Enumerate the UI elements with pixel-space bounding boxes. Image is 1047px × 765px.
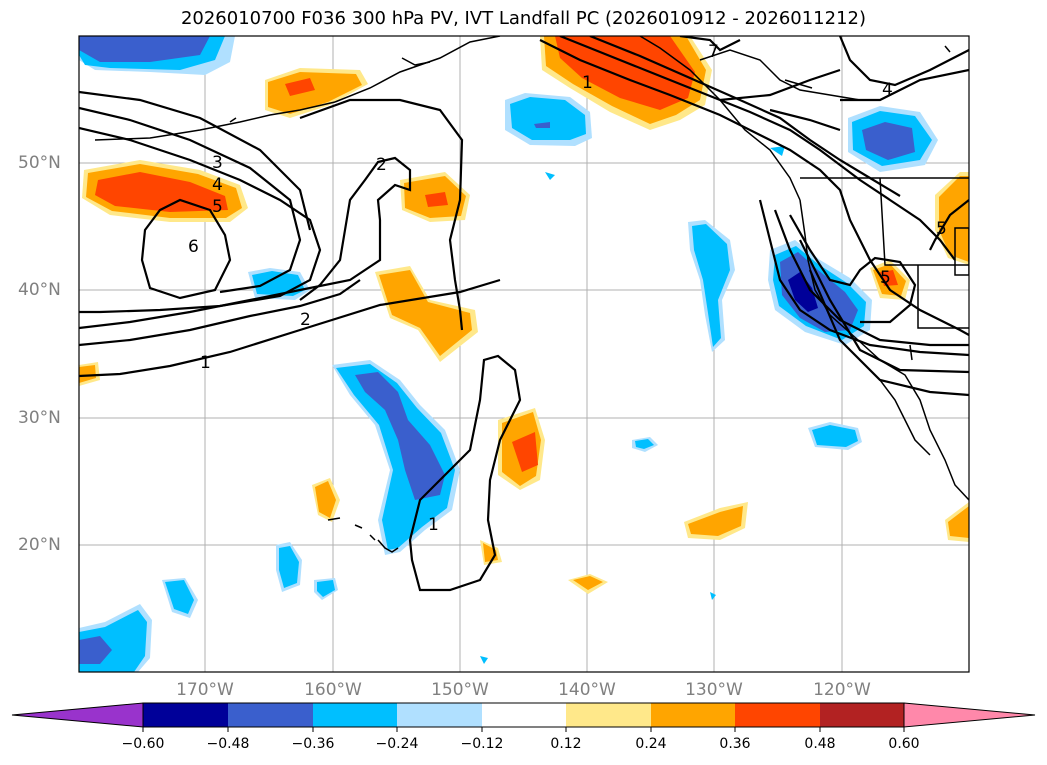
lat-tick-label: 20°N: [18, 535, 61, 555]
colorbar-bin: [228, 703, 313, 727]
colorbar-tick-label: 0.24: [635, 736, 667, 752]
contour-label: 4: [882, 80, 893, 100]
contour-labels: 1 2 3 4 5 6 7 2 1 1 5 4 5: [188, 42, 947, 535]
contour-label: 5: [880, 268, 891, 288]
colorbar-tick-label: −0.60: [121, 736, 165, 752]
contour-label: 7: [708, 42, 719, 62]
colorbar-extend-low: [11, 702, 144, 728]
colorbar-bin: [735, 703, 820, 727]
lon-tick-label: 160°W: [304, 680, 362, 700]
lon-tick-label: 120°W: [813, 680, 871, 700]
contour-label: 5: [212, 197, 223, 217]
colorbar-tick-label: −0.48: [206, 736, 250, 752]
colorbar-bin: [313, 703, 397, 727]
lat-tick-label: 30°N: [18, 408, 61, 428]
map-frame: [78, 35, 970, 673]
colorbar-extend-high: [903, 702, 1036, 728]
contour-label: 2: [300, 310, 311, 330]
colorbar-bin: [566, 703, 651, 727]
positive-pc-shading: [79, 36, 969, 594]
colorbar-tick-label: 0.36: [719, 736, 751, 752]
lon-tick-label: 150°W: [431, 680, 489, 700]
colorbar-tick-label: 0.60: [888, 736, 920, 752]
colorbar-tick-label: −0.12: [460, 736, 504, 752]
lat-tick-label: 50°N: [18, 153, 61, 173]
colorbar: [11, 702, 1036, 732]
lon-tick-label: 170°W: [176, 680, 234, 700]
coast-islands: [229, 45, 951, 123]
contour-label: 6: [188, 237, 199, 257]
contour-label: 4: [212, 175, 223, 195]
lat-tick-label: 40°N: [18, 280, 61, 300]
colorbar-bin: [820, 703, 904, 727]
negative-pc-shading: [79, 36, 938, 672]
contour-label: 1: [582, 73, 593, 93]
colorbar-bin: [397, 703, 482, 727]
colorbar-bin: [651, 703, 735, 727]
contour-label: 1: [200, 353, 211, 373]
colorbar-tick-label: 0.48: [804, 736, 836, 752]
contour-label: 1: [428, 515, 439, 535]
colorbar-bin: [482, 703, 566, 727]
lon-tick-label: 140°W: [558, 680, 616, 700]
contour-label: 2: [376, 155, 387, 175]
contour-label: 5: [936, 219, 947, 239]
map-title: 2026010700 F036 300 hPa PV, IVT Landfall…: [180, 8, 867, 29]
colorbar-bin: [143, 703, 228, 727]
colorbar-tick-label: 0.12: [550, 736, 582, 752]
pv-contours: [79, 36, 969, 592]
contour-label: 3: [212, 153, 223, 173]
colorbar-tick-label: −0.36: [291, 736, 335, 752]
lon-tick-label: 130°W: [685, 680, 743, 700]
colorbar-tick-label: −0.24: [375, 736, 419, 752]
